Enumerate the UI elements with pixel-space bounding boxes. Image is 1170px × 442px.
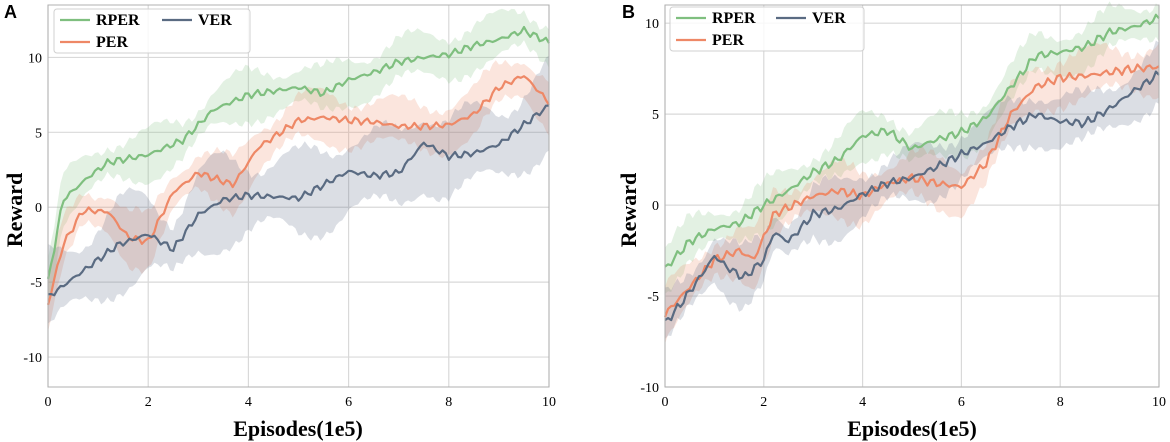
panel-b-ver-line — [664, 70, 1160, 322]
panel-b-per-band — [665, 42, 1159, 345]
panel-a-legend-rper: RPER — [96, 12, 140, 29]
panel-a-rper-line — [46, 25, 550, 280]
panel-b-bands — [665, 1, 1159, 345]
panel-b-x-tick-label: 2 — [760, 395, 767, 410]
panel-b-x-tick-label: 10 — [1152, 395, 1166, 410]
panel-b-y-tick-label: -5 — [647, 290, 659, 305]
panel-b-legend-ver: VER — [812, 10, 846, 27]
panel-a-y-axis-label: Reward — [2, 173, 27, 248]
panel-a-legend-per: PER — [96, 34, 128, 51]
panel-b-ver-band — [665, 40, 1159, 340]
panel-b-y-tick-label: 0 — [652, 199, 659, 214]
panel-a-x-tick-label: 10 — [542, 395, 556, 410]
panel-b-rper-line — [664, 13, 1160, 268]
panel-a-legend-box — [53, 8, 251, 54]
panel-a-y-tick-label: -10 — [23, 351, 42, 366]
panel-b-per-line — [663, 63, 1160, 318]
panel-a-label: A — [4, 2, 17, 22]
panel-a-x-tick-label: 0 — [45, 395, 52, 410]
panel-b-y-tick-label: -10 — [640, 381, 659, 396]
panel-a-lines — [46, 25, 550, 306]
panel-a-ver-band — [48, 55, 549, 324]
panel-a-per-band — [48, 59, 549, 332]
panel-b-x-tick-label: 6 — [958, 395, 965, 410]
panel-a-x-axis-label: Episodes(1e5) — [233, 416, 363, 441]
panel-a-ver-line — [47, 104, 550, 297]
panel-b-legend-per: PER — [712, 32, 744, 49]
panel-b-x-tick-label: 8 — [1057, 395, 1064, 410]
panel-b-legend-rper: RPER — [712, 10, 756, 27]
panel-a-x-ticks: 0 2 4 6 8 10 — [45, 395, 557, 410]
panel-b-y-axis-label: Reward — [616, 173, 641, 248]
panel-a-frame — [47, 4, 550, 388]
panel-a-x-tick-label: 6 — [345, 395, 352, 410]
panel-b-x-tick-label: 4 — [859, 395, 866, 410]
panel-a: A 0 2 4 6 8 10 -10 -5 0 5 10 Episodes(1e5) Reward… — [2, 2, 556, 441]
panel-b-label: B — [622, 2, 635, 22]
panel-a-y-tick-label: 5 — [35, 126, 42, 141]
panel-b-x-ticks: 0 2 4 6 8 10 — [662, 395, 1167, 410]
panel-b-x-axis-label: Episodes(1e5) — [847, 416, 977, 441]
panel-b: B 0 2 4 6 8 10 -10 -5 0 5 10 Episodes(1e5) Reward… — [616, 1, 1166, 441]
panel-b-y-tick-label: 10 — [645, 17, 659, 32]
panel-b-x-tick-label: 0 — [662, 395, 669, 410]
panel-a-y-tick-label: 0 — [35, 201, 42, 216]
panel-a-x-tick-label: 8 — [445, 395, 452, 410]
panel-a-y-tick-label: 10 — [28, 51, 42, 66]
panel-b-y-tick-label: 5 — [652, 108, 659, 123]
panel-b-frame — [664, 4, 1160, 388]
panel-a-y-ticks: -10 -5 0 5 10 — [23, 51, 42, 366]
panel-b-legend-box — [669, 6, 865, 52]
panel-a-y-tick-label: -5 — [30, 276, 42, 291]
panel-b-legend: RPER VER PER — [669, 6, 865, 52]
panel-a-x-tick-label: 2 — [145, 395, 152, 410]
panel-b-y-ticks: -10 -5 0 5 10 — [640, 17, 659, 396]
panel-a-x-tick-label: 4 — [245, 395, 252, 410]
panel-b-lines — [663, 13, 1160, 322]
panel-a-legend: RPER VER PER — [53, 8, 251, 54]
panel-a-legend-ver: VER — [198, 12, 232, 29]
